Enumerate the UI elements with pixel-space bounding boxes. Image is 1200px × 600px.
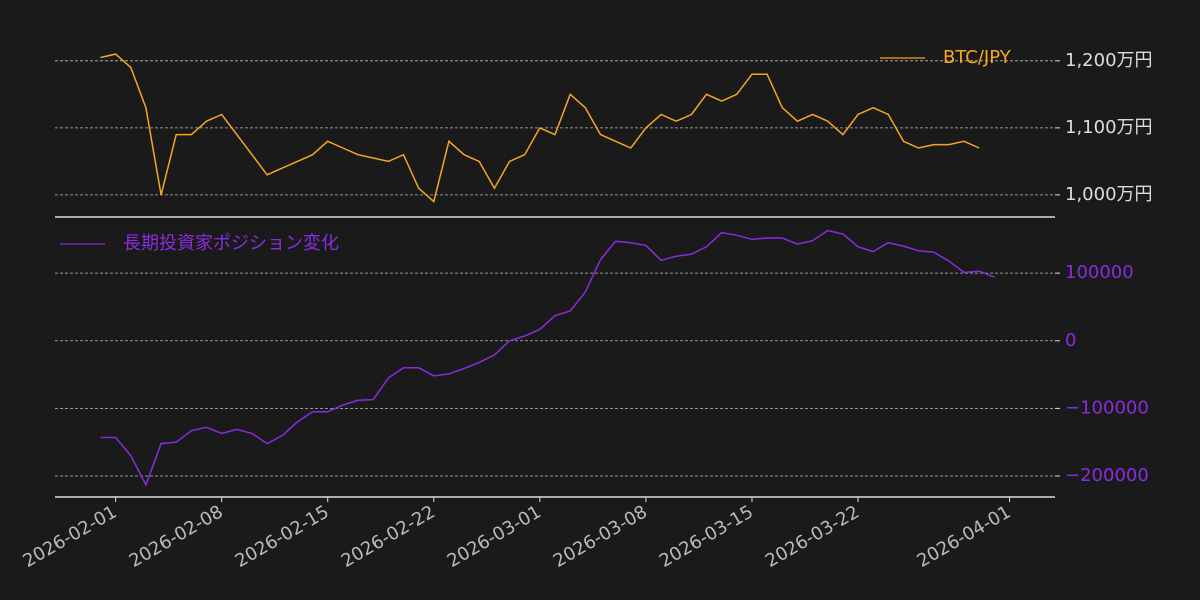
x-tick-label: 2026-03-01	[444, 501, 545, 571]
legend-label: 長期投資家ポジション変化	[123, 233, 339, 254]
y-tick-label: 100000	[1065, 262, 1134, 283]
x-tick-label: 2026-02-08	[126, 501, 227, 571]
x-tick-label: 2026-02-01	[20, 501, 121, 571]
x-tick-label: 2026-03-22	[762, 501, 863, 571]
y-tick-label: 1,200万円	[1065, 50, 1153, 71]
legend-label: BTC/JPY	[943, 47, 1012, 68]
y-tick-label: 1,000万円	[1065, 184, 1153, 205]
data-line	[100, 229, 995, 487]
x-tick-label: 2026-03-08	[550, 501, 651, 571]
y-tick-label: −200000	[1065, 465, 1149, 486]
x-tick-label: 2026-03-15	[656, 501, 757, 571]
data-line	[100, 53, 980, 203]
y-tick-label: 0	[1065, 330, 1076, 351]
x-tick-label: 2026-02-22	[338, 501, 439, 571]
x-tick-label: 2026-04-01	[913, 501, 1014, 571]
x-tick-label: 2026-02-15	[232, 501, 333, 571]
y-tick-label: 1,100万円	[1065, 117, 1153, 138]
y-tick-label: −100000	[1065, 397, 1149, 418]
